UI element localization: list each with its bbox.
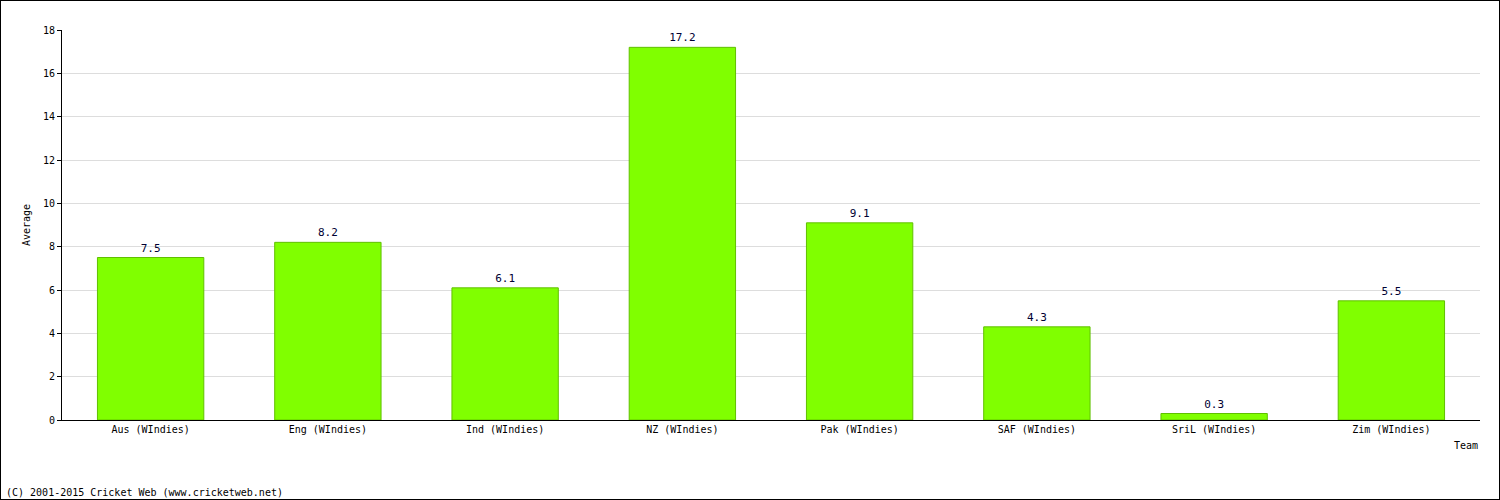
svg-text:7.5: 7.5	[141, 242, 161, 255]
svg-text:Pak (WIndies): Pak (WIndies)	[820, 424, 898, 435]
svg-text:Team: Team	[1454, 440, 1478, 451]
svg-text:Zim (WIndies): Zim (WIndies)	[1352, 424, 1430, 435]
svg-text:SAF (WIndies): SAF (WIndies)	[998, 424, 1076, 435]
svg-text:Aus (WIndies): Aus (WIndies)	[111, 424, 189, 435]
svg-text:12: 12	[43, 155, 55, 166]
svg-text:0.3: 0.3	[1204, 398, 1224, 411]
svg-text:16: 16	[43, 68, 55, 79]
svg-text:6.1: 6.1	[495, 272, 515, 285]
svg-text:17.2: 17.2	[669, 31, 696, 44]
svg-text:0: 0	[49, 415, 55, 426]
svg-text:8: 8	[49, 241, 55, 252]
svg-text:6: 6	[49, 285, 55, 296]
svg-text:NZ (WIndies): NZ (WIndies)	[646, 424, 718, 435]
svg-text:4.3: 4.3	[1027, 311, 1047, 324]
svg-text:8.2: 8.2	[318, 226, 338, 239]
svg-text:18: 18	[43, 25, 55, 36]
svg-text:5.5: 5.5	[1381, 285, 1401, 298]
svg-text:14: 14	[43, 111, 55, 122]
svg-text:(C) 2001-2015 Cricket Web (www: (C) 2001-2015 Cricket Web (www.cricketwe…	[6, 487, 283, 498]
svg-text:SriL (WIndies): SriL (WIndies)	[1172, 424, 1256, 435]
svg-text:2: 2	[49, 371, 55, 382]
svg-text:Eng (WIndies): Eng (WIndies)	[289, 424, 367, 435]
svg-text:10: 10	[43, 198, 55, 209]
svg-text:9.1: 9.1	[850, 207, 870, 220]
svg-text:Ind (WIndies): Ind (WIndies)	[466, 424, 544, 435]
svg-text:4: 4	[49, 328, 55, 339]
svg-text:Average: Average	[21, 204, 32, 246]
